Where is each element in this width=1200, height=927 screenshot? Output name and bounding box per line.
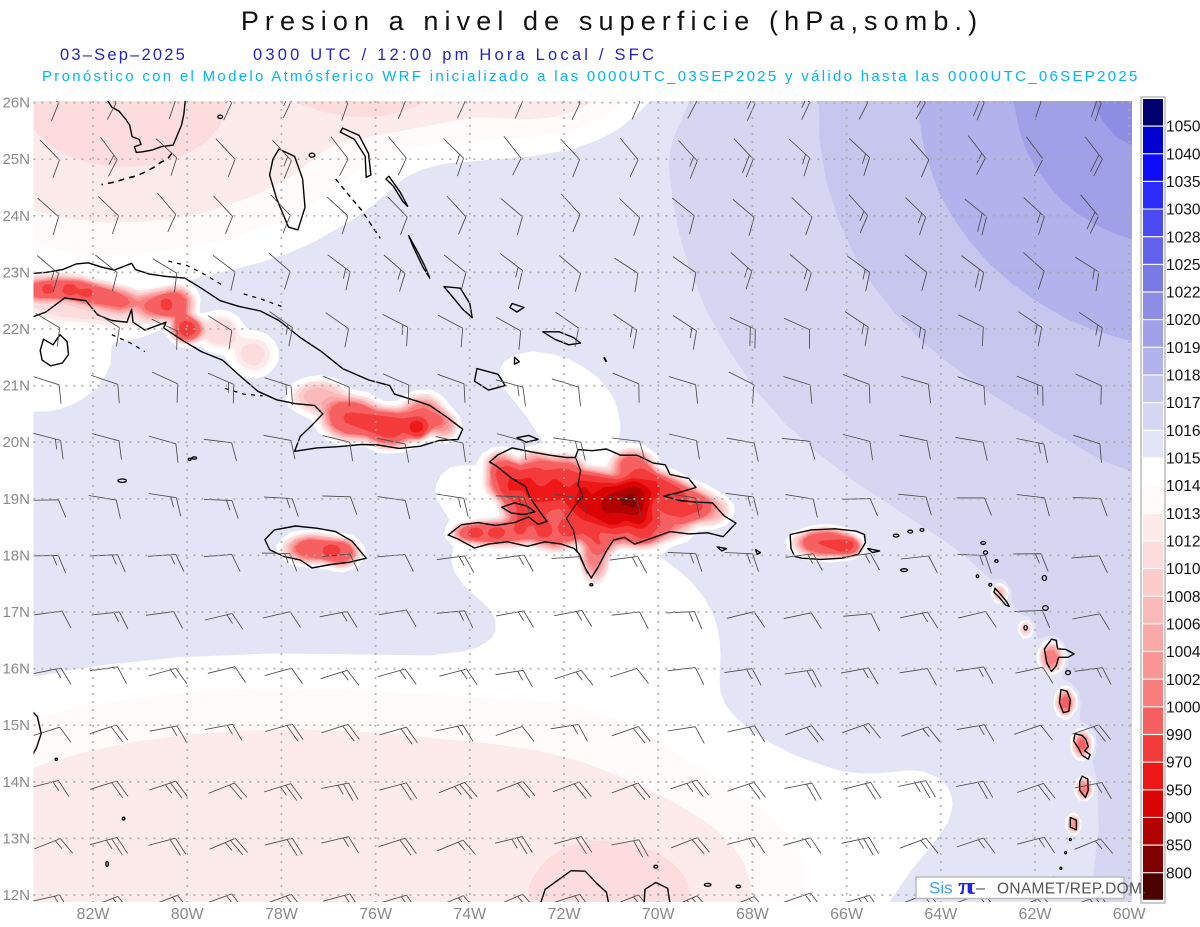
svg-text:π: π bbox=[958, 873, 975, 900]
svg-text:1028: 1028 bbox=[1166, 229, 1200, 246]
svg-text:Pronóstico con el Modelo Atmós: Pronóstico con el Modelo Atmósferico WRF… bbox=[42, 68, 1140, 85]
svg-text:64W: 64W bbox=[924, 906, 958, 923]
svg-text:19N: 19N bbox=[2, 491, 30, 508]
svg-text:950: 950 bbox=[1166, 782, 1192, 799]
svg-text:13N: 13N bbox=[2, 830, 30, 847]
svg-text:21N: 21N bbox=[2, 378, 30, 395]
svg-text:1035: 1035 bbox=[1166, 174, 1200, 191]
svg-text:25N: 25N bbox=[2, 151, 30, 168]
svg-text:800: 800 bbox=[1166, 865, 1192, 882]
svg-text:1008: 1008 bbox=[1166, 589, 1200, 606]
svg-text:72W: 72W bbox=[548, 906, 582, 923]
svg-text:1040: 1040 bbox=[1166, 146, 1200, 163]
svg-text:20N: 20N bbox=[2, 434, 30, 451]
svg-text:1000: 1000 bbox=[1166, 699, 1200, 716]
svg-text:970: 970 bbox=[1166, 755, 1192, 772]
svg-text:78W: 78W bbox=[265, 906, 299, 923]
svg-text:1016: 1016 bbox=[1166, 423, 1200, 440]
svg-text:1014: 1014 bbox=[1166, 478, 1200, 495]
svg-text:ONAMET/REP.DOM.: ONAMET/REP.DOM. bbox=[997, 881, 1147, 898]
svg-text:80W: 80W bbox=[171, 906, 205, 923]
svg-text:1030: 1030 bbox=[1166, 202, 1200, 219]
svg-text:900: 900 bbox=[1166, 810, 1192, 827]
svg-text:12N: 12N bbox=[2, 887, 30, 904]
svg-text:24N: 24N bbox=[2, 208, 30, 225]
svg-text:1006: 1006 bbox=[1166, 616, 1200, 633]
svg-text:1012: 1012 bbox=[1166, 534, 1200, 551]
svg-text:23N: 23N bbox=[2, 264, 30, 281]
svg-text:0300 UTC / 12:00 pm Hora Local: 0300 UTC / 12:00 pm Hora Local / SFC bbox=[253, 46, 657, 64]
svg-text:14N: 14N bbox=[2, 774, 30, 791]
svg-text:66W: 66W bbox=[830, 906, 864, 923]
svg-text:60W: 60W bbox=[1113, 906, 1147, 923]
svg-text:1002: 1002 bbox=[1166, 672, 1200, 689]
svg-text:15N: 15N bbox=[2, 717, 30, 734]
svg-text:1019: 1019 bbox=[1166, 340, 1200, 357]
svg-text:17N: 17N bbox=[2, 604, 30, 621]
svg-text:26N: 26N bbox=[2, 95, 30, 112]
svg-text:76W: 76W bbox=[359, 906, 393, 923]
svg-text:03–Sep–2025: 03–Sep–2025 bbox=[60, 46, 187, 64]
svg-text:1020: 1020 bbox=[1166, 312, 1200, 329]
svg-text:82W: 82W bbox=[77, 906, 111, 923]
svg-text:1025: 1025 bbox=[1166, 257, 1200, 274]
svg-text:16N: 16N bbox=[2, 661, 30, 678]
svg-text:18N: 18N bbox=[2, 547, 30, 564]
svg-text:1004: 1004 bbox=[1166, 644, 1200, 661]
svg-text:74W: 74W bbox=[453, 906, 487, 923]
svg-text:1022: 1022 bbox=[1166, 285, 1200, 302]
svg-text:70W: 70W bbox=[642, 906, 676, 923]
svg-text:1010: 1010 bbox=[1166, 561, 1200, 578]
svg-text:1017: 1017 bbox=[1166, 395, 1200, 412]
svg-text:1015: 1015 bbox=[1166, 451, 1200, 468]
svg-text:1013: 1013 bbox=[1166, 506, 1200, 523]
svg-text:62W: 62W bbox=[1019, 906, 1053, 923]
svg-text:1050: 1050 bbox=[1166, 119, 1200, 136]
svg-text:22N: 22N bbox=[2, 321, 30, 338]
svg-text:Sis: Sis bbox=[929, 879, 953, 898]
svg-text:990: 990 bbox=[1166, 727, 1192, 744]
svg-text:1018: 1018 bbox=[1166, 368, 1200, 385]
svg-text:Presion a nivel de superficie: Presion a nivel de superficie (hPa,somb.… bbox=[241, 6, 983, 36]
svg-text:–: – bbox=[976, 880, 985, 897]
svg-text:850: 850 bbox=[1166, 838, 1192, 855]
svg-text:68W: 68W bbox=[736, 906, 770, 923]
